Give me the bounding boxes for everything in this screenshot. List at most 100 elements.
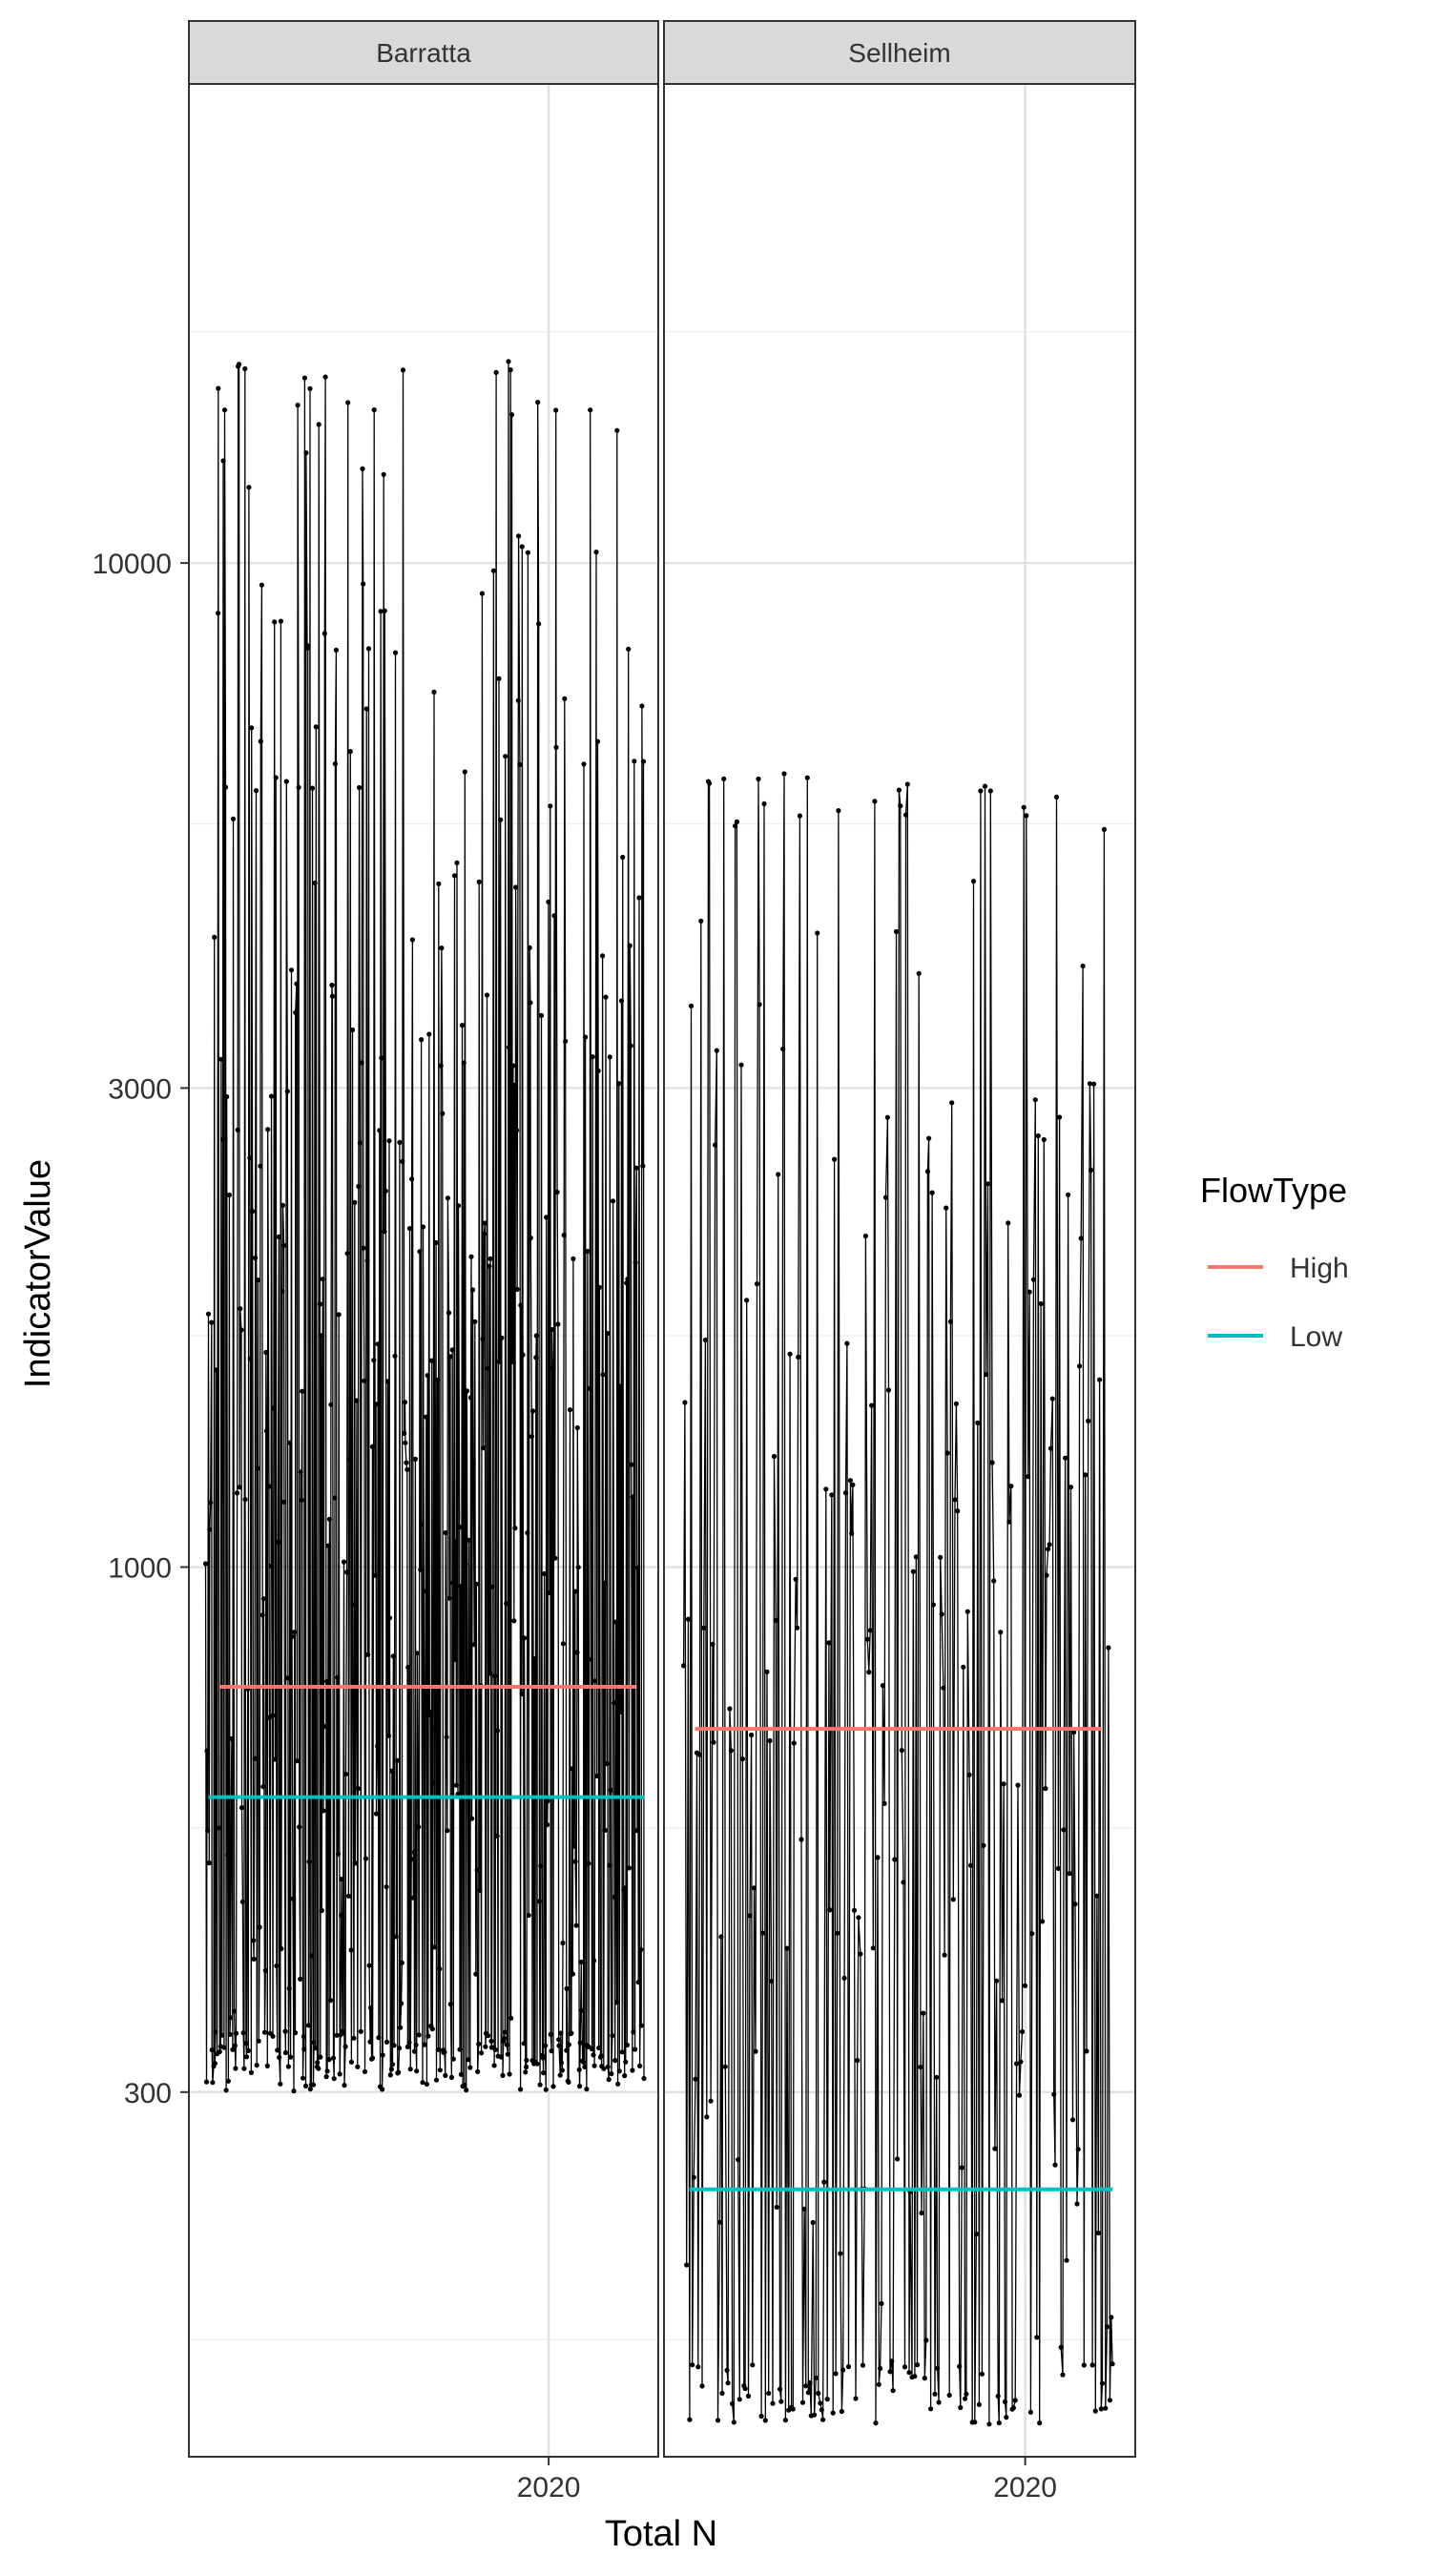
data-point: [339, 1877, 344, 1882]
data-point: [283, 779, 289, 784]
data-point: [781, 771, 787, 777]
data-point: [607, 1862, 612, 1868]
data-point: [512, 1526, 518, 1531]
data-point: [525, 550, 531, 555]
data-point: [778, 2399, 784, 2404]
data-point: [355, 2064, 361, 2069]
data-point: [390, 1653, 396, 1659]
data-point: [461, 1060, 467, 1066]
data-point: [944, 1450, 950, 1456]
data-point: [332, 1495, 338, 1501]
data-point: [324, 2068, 330, 2074]
data-point: [601, 2066, 607, 2071]
data-point: [707, 780, 713, 786]
data-point: [218, 1056, 224, 1062]
legend: FlowType High Low: [1200, 1171, 1349, 1353]
data-point: [249, 725, 255, 731]
data-point: [350, 1602, 356, 1608]
data-point: [782, 2418, 789, 2423]
data-point: [1002, 2399, 1008, 2404]
data-point: [256, 2038, 261, 2044]
data-point: [719, 2390, 725, 2397]
data-point: [807, 2379, 813, 2385]
data-point: [744, 1298, 750, 1303]
data-point: [530, 1408, 536, 1414]
data-point: [1106, 1645, 1111, 1651]
data-point: [1027, 2409, 1033, 2415]
data-point: [878, 2365, 883, 2372]
data-point: [630, 2067, 635, 2073]
data-point: [624, 1280, 630, 1286]
data-point: [850, 1482, 856, 1487]
data-point: [261, 2029, 268, 2035]
data-point: [524, 2064, 529, 2070]
data-point: [1052, 2162, 1058, 2168]
data-point: [693, 2076, 698, 2082]
data-point: [418, 1567, 424, 1572]
data-point: [358, 2028, 363, 2034]
data-point: [1008, 1484, 1014, 1489]
data-point: [687, 2417, 693, 2422]
data-point: [550, 2084, 556, 2089]
data-point: [366, 1963, 372, 1968]
data-point: [701, 1625, 707, 1631]
data-point: [1047, 1542, 1052, 1548]
data-point: [562, 696, 568, 701]
data-point: [229, 1735, 235, 1742]
data-point: [591, 2063, 597, 2068]
data-point: [388, 2067, 394, 2072]
data-point: [467, 2065, 473, 2070]
facet-strip-label: Sellheim: [848, 38, 950, 68]
data-point: [368, 2005, 374, 2011]
data-point: [305, 645, 311, 651]
data-point: [624, 2042, 631, 2048]
data-point: [375, 1743, 381, 1749]
data-point: [545, 1798, 550, 1804]
data-point: [344, 1569, 350, 1575]
data-point: [918, 2064, 923, 2070]
data-point: [320, 1277, 325, 1282]
data-point: [959, 2165, 964, 2171]
data-point: [764, 1669, 770, 1674]
data-point: [373, 1811, 380, 1817]
data-point: [685, 1616, 692, 1622]
data-point: [887, 2369, 893, 2375]
data-point: [253, 1255, 259, 1261]
data-point: [451, 873, 458, 879]
data-point: [316, 422, 321, 427]
data-point: [583, 1034, 589, 1040]
panel-barratta: Barratta 2020: [188, 20, 659, 2503]
data-point: [490, 568, 497, 573]
data-point: [541, 2070, 547, 2076]
data-point: [758, 2413, 764, 2420]
y-tick-label: 300: [124, 2078, 172, 2109]
data-point: [345, 400, 351, 405]
data-point: [885, 1387, 892, 1393]
data-point: [508, 412, 515, 418]
data-point: [260, 1596, 266, 1602]
data-point: [438, 1063, 444, 1069]
data-point: [357, 784, 363, 791]
data-point: [572, 1859, 578, 1864]
data-point: [481, 1445, 487, 1451]
data-point: [577, 2040, 583, 2046]
data-point: [540, 2055, 546, 2061]
legend-label-high: High: [1290, 1253, 1349, 1284]
data-point: [715, 2418, 721, 2423]
data-point: [286, 1985, 292, 1991]
data-point: [941, 1685, 946, 1691]
data-point: [725, 2380, 731, 2386]
data-point: [425, 1373, 430, 1379]
data-point: [514, 1286, 520, 1292]
data-point: [310, 2082, 317, 2088]
data-point: [519, 544, 525, 550]
data-point: [435, 1377, 441, 1382]
data-point: [520, 1352, 526, 1358]
data-point: [227, 2015, 234, 2021]
data-point: [728, 1748, 735, 1754]
data-point: [730, 2400, 736, 2406]
data-point: [363, 1856, 368, 1861]
data-point: [538, 1012, 545, 1018]
data-point: [344, 1251, 350, 1257]
data-point: [219, 1136, 226, 1142]
